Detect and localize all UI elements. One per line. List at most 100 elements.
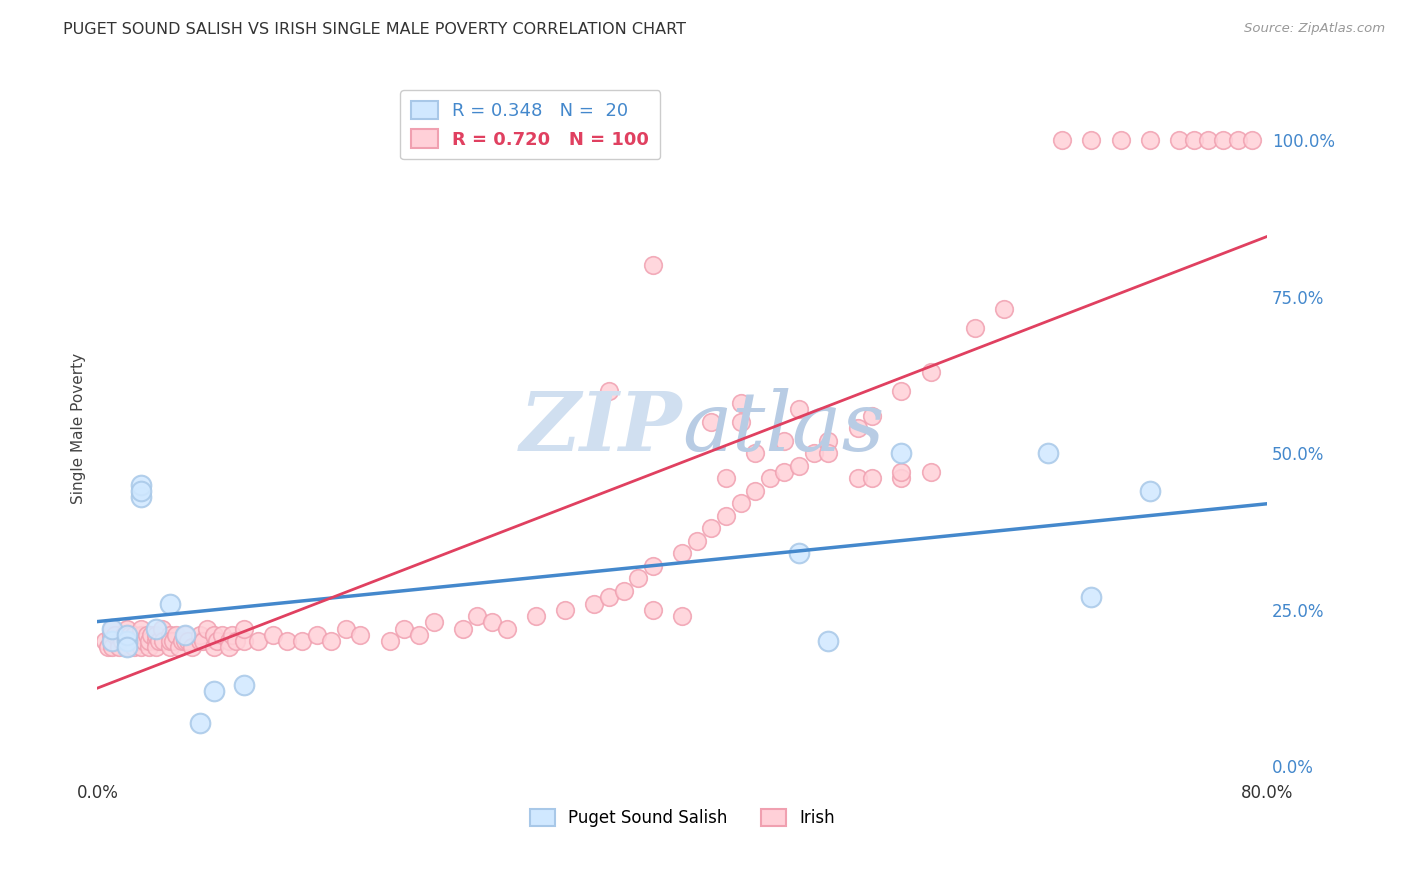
Point — [467, 609, 489, 624]
Point — [115, 634, 138, 648]
Point — [115, 640, 138, 655]
Point — [118, 628, 141, 642]
Point — [145, 622, 167, 636]
Point — [321, 634, 343, 648]
Point — [218, 634, 240, 648]
Text: Source: ZipAtlas.com: Source: ZipAtlas.com — [1244, 22, 1385, 36]
Point — [744, 446, 766, 460]
Point — [129, 622, 152, 636]
Point — [714, 471, 737, 485]
Point — [138, 640, 160, 655]
Point — [890, 446, 912, 460]
Point — [129, 490, 152, 504]
Point — [598, 384, 620, 398]
Point — [221, 628, 243, 642]
Point — [1182, 133, 1205, 147]
Point — [671, 609, 693, 624]
Point — [787, 546, 810, 560]
Point — [422, 615, 444, 630]
Point — [686, 533, 709, 548]
Text: atlas: atlas — [682, 388, 884, 468]
Point — [817, 446, 839, 460]
Point — [1080, 591, 1102, 605]
Point — [136, 628, 159, 642]
Point — [181, 640, 204, 655]
Point — [700, 415, 723, 429]
Point — [993, 302, 1015, 317]
Text: PUGET SOUND SALISH VS IRISH SINGLE MALE POVERTY CORRELATION CHART: PUGET SOUND SALISH VS IRISH SINGLE MALE … — [63, 22, 686, 37]
Point — [150, 622, 173, 636]
Point — [129, 640, 152, 655]
Point — [101, 634, 124, 648]
Point — [613, 584, 636, 599]
Point — [890, 384, 912, 398]
Point — [202, 640, 225, 655]
Point — [860, 471, 883, 485]
Point — [93, 634, 115, 648]
Point — [145, 640, 167, 655]
Point — [121, 634, 143, 648]
Point — [129, 477, 152, 491]
Point — [920, 465, 942, 479]
Point — [145, 634, 167, 648]
Point — [744, 483, 766, 498]
Point — [394, 622, 416, 636]
Point — [730, 415, 752, 429]
Point — [141, 628, 163, 642]
Point — [860, 409, 883, 423]
Point — [262, 628, 284, 642]
Point — [207, 634, 229, 648]
Point — [101, 634, 124, 648]
Point — [108, 634, 131, 648]
Point — [138, 634, 160, 648]
Point — [554, 603, 576, 617]
Point — [232, 622, 254, 636]
Point — [101, 640, 124, 655]
Point — [225, 634, 247, 648]
Point — [129, 634, 152, 648]
Text: ZIP: ZIP — [519, 388, 682, 468]
Point — [714, 508, 737, 523]
Point — [1212, 133, 1234, 147]
Point — [759, 471, 782, 485]
Point — [773, 465, 796, 479]
Point — [1197, 133, 1219, 147]
Legend: Puget Sound Salish, Irish: Puget Sound Salish, Irish — [523, 802, 841, 834]
Point — [167, 640, 190, 655]
Point — [159, 640, 181, 655]
Point — [627, 572, 650, 586]
Point — [730, 496, 752, 510]
Point — [188, 634, 211, 648]
Point — [125, 634, 148, 648]
Point — [1241, 133, 1264, 147]
Point — [787, 402, 810, 417]
Point — [145, 628, 167, 642]
Point — [100, 628, 122, 642]
Point — [730, 396, 752, 410]
Point — [202, 628, 225, 642]
Point — [583, 597, 606, 611]
Point — [129, 483, 152, 498]
Point — [641, 558, 664, 573]
Point — [174, 634, 197, 648]
Point — [174, 628, 197, 642]
Point — [890, 465, 912, 479]
Point — [481, 615, 503, 630]
Point — [846, 421, 869, 435]
Point — [108, 640, 131, 655]
Point — [247, 634, 270, 648]
Point — [1139, 133, 1161, 147]
Point — [129, 628, 152, 642]
Point — [177, 634, 200, 648]
Point — [112, 628, 135, 642]
Point — [115, 628, 138, 642]
Point — [803, 446, 825, 460]
Point — [232, 678, 254, 692]
Point — [920, 365, 942, 379]
Point — [846, 471, 869, 485]
Point — [104, 628, 127, 642]
Point — [817, 434, 839, 448]
Point — [152, 634, 174, 648]
Point — [773, 434, 796, 448]
Point — [524, 609, 547, 624]
